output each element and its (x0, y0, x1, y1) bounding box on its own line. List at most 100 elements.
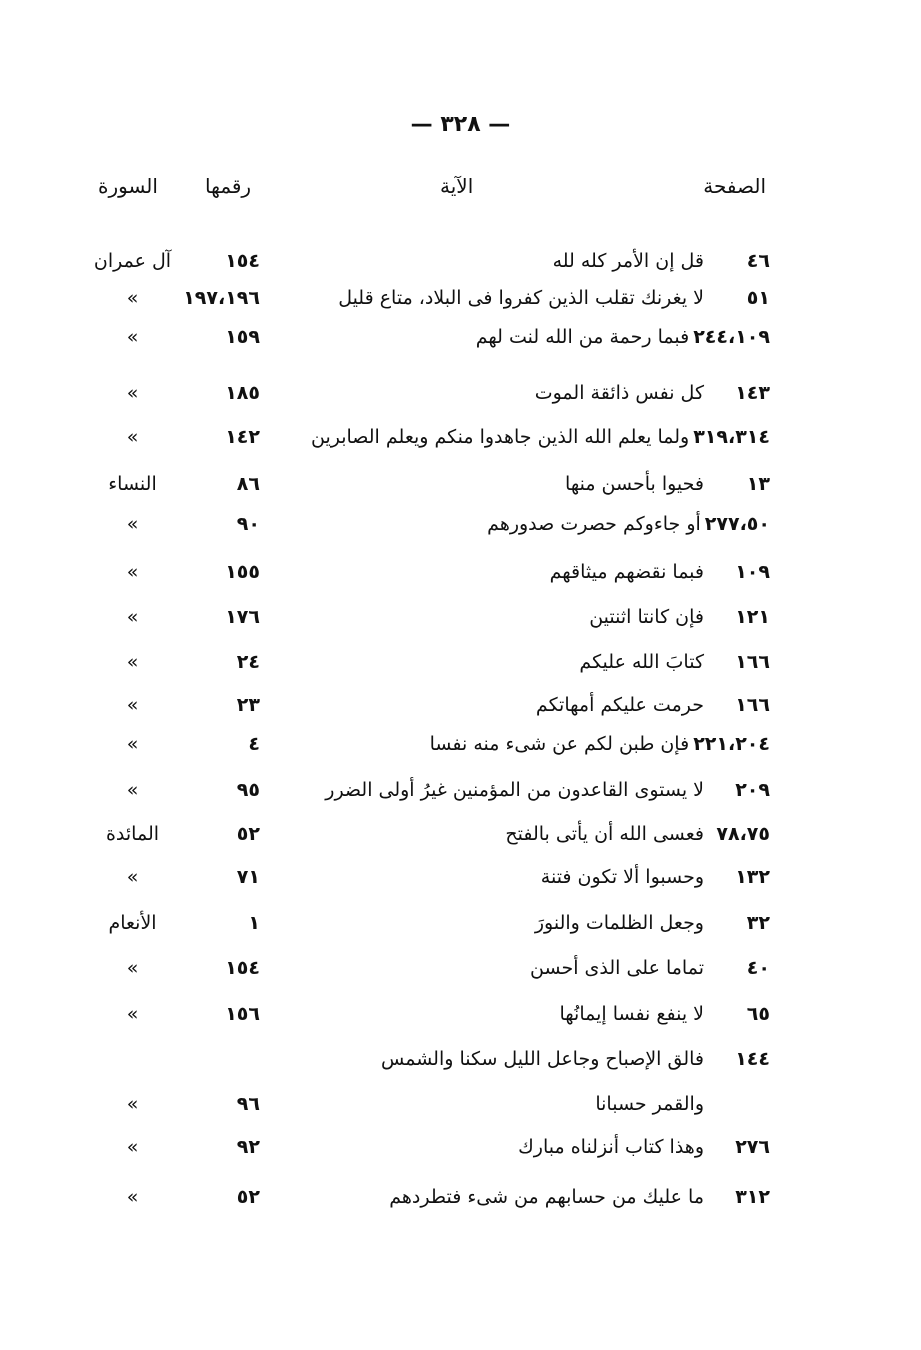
header-number: رقمها (205, 174, 252, 198)
surah-cell: » (126, 1136, 139, 1158)
header-verse: الآية (440, 174, 474, 198)
verse-cell: تماما على الذى أحسن (530, 957, 704, 979)
verse-cell: أو جاءوكم حصرت صدورهم (487, 513, 701, 535)
verse-number-cell: ٩٥ (236, 779, 260, 801)
page-cell: ٢٧٦ (735, 1136, 770, 1158)
surah-cell: » (126, 1186, 139, 1208)
verse-number-cell: ٤ (248, 733, 260, 755)
verse-cell: والقمر حسبانا (595, 1093, 704, 1115)
verse-cell: لا يستوى القاعدون من المؤمنين غيرُ أولى … (325, 779, 704, 801)
surah-cell: النساء (108, 473, 157, 495)
verse-cell: فالق الإصباح وجاعل الليل سكنا والشمس (381, 1048, 704, 1070)
verse-number-cell: ٨٦ (236, 473, 260, 495)
page-cell: ١٣ (746, 473, 770, 495)
surah-cell: » (126, 426, 139, 448)
verse-cell: فعسى الله أن يأتى بالفتح (505, 823, 704, 845)
page-cell: ٥١ (746, 287, 770, 309)
page-cell: ٢٤٤،١٠٩ (693, 326, 770, 348)
page-cell: ٣٢ (746, 912, 770, 934)
table-row: ٢٧٧،٥٠ أو جاءوكم حصرت صدورهم ٩٠ » (0, 513, 921, 549)
verse-number-cell: ١٥٤ (225, 250, 260, 272)
verse-number-cell: ٥٢ (236, 823, 260, 845)
page-cell: ٢٧٧،٥٠ (704, 513, 770, 535)
page-cell: ١٤٤ (735, 1048, 770, 1070)
verse-cell: فحيوا بأحسن منها (565, 473, 704, 495)
page-cell: ١٦٦ (735, 651, 770, 673)
verse-cell: ولما يعلم الله الذين جاهدوا منكم ويعلم ا… (310, 426, 690, 448)
verse-cell: وحسبوا ألا تكون فتنة (540, 866, 704, 888)
verse-cell: حرمت عليكم أمهاتكم (535, 694, 704, 716)
table-row: ٧٨،٧٥ فعسى الله أن يأتى بالفتح ٥٢ المائدة (0, 823, 921, 859)
verse-number-cell: ١٥٥ (225, 561, 260, 583)
verse-number-cell: ٩٠ (236, 513, 260, 535)
surah-cell: » (126, 326, 139, 348)
verse-number-cell: ١ (248, 912, 260, 934)
verse-cell: لا ينفع نفسا إيمانُها (559, 1003, 704, 1025)
page-cell: ١٠٩ (735, 561, 770, 583)
page-cell: ٣١٢ (735, 1186, 770, 1208)
verse-cell: فبما نقضهم ميثاقهم (549, 561, 704, 583)
verse-number-cell: ١٥٤ (225, 957, 260, 979)
surah-cell: » (126, 382, 139, 404)
surah-cell: » (126, 957, 139, 979)
page-cell: ١٣٢ (735, 866, 770, 888)
table-row: ٢٢١،٢٠٤ فإن طبن لكم عن شىء منه نفسا ٤ » (0, 733, 921, 769)
verse-number-cell: ١٧٦ (225, 606, 260, 628)
table-row: ٢٧٦ وهذا كتاب أنزلناه مبارك ٩٢ » (0, 1136, 921, 1172)
verse-cell: فإن كانتا اثنتين (589, 606, 704, 628)
table-row: ٢٤٤،١٠٩ فبما رحمة من الله لنت لهم ١٥٩ » (0, 326, 921, 362)
table-row: ٥١ لا يغرنك تقلب الذين كفروا فى البلاد، م… (0, 287, 921, 323)
table-row: ٣١٢ ما عليك من حسابهم من شىء فتطردهم ٥٢ » (0, 1186, 921, 1222)
table-row: ٣٢ وجعل الظلمات والنورَ ١ الأنعام (0, 912, 921, 948)
table-row: ٣١٩،٣١٤ ولما يعلم الله الذين جاهدوا منكم … (0, 426, 921, 462)
table-row: والقمر حسبانا ٩٦ » (0, 1093, 921, 1129)
verse-cell: ما عليك من حسابهم من شىء فتطردهم (389, 1186, 704, 1208)
table-row: ١٦٦ حرمت عليكم أمهاتكم ٢٣ » (0, 694, 921, 730)
page-cell: ٤٠ (746, 957, 770, 979)
verse-number-cell: ١٤٢ (225, 426, 260, 448)
verse-cell: كل نفس ذائقة الموت (534, 382, 704, 404)
verse-number-cell: ٢٤ (236, 651, 260, 673)
table-row: ٤٠ تماما على الذى أحسن ١٥٤ » (0, 957, 921, 993)
table-row: ١٢١ فإن كانتا اثنتين ١٧٦ » (0, 606, 921, 642)
page-cell: ٤٦ (746, 250, 770, 272)
page-cell: ٣١٩،٣١٤ (693, 426, 770, 448)
page-cell: ١٢١ (735, 606, 770, 628)
page-cell: ٦٥ (746, 1003, 770, 1025)
surah-cell: » (126, 606, 139, 628)
header-page: الصفحة (703, 174, 766, 198)
header-surah: السورة (98, 174, 158, 198)
table-row: ١٣٢ وحسبوا ألا تكون فتنة ٧١ » (0, 866, 921, 902)
surah-cell: آل عمران (93, 250, 172, 272)
table-row: ٦٥ لا ينفع نفسا إيمانُها ١٥٦ » (0, 1003, 921, 1039)
surah-cell: الأنعام (108, 912, 157, 934)
verse-number-cell: ٧١ (236, 866, 260, 888)
verse-cell: فإن طبن لكم عن شىء منه نفسا (429, 733, 690, 755)
table-row: ١٦٦ كتابَ الله عليكم ٢٤ » (0, 651, 921, 687)
table-row: ١٣ فحيوا بأحسن منها ٨٦ النساء (0, 473, 921, 509)
surah-cell: » (126, 733, 139, 755)
verse-number-cell: ٥٢ (236, 1186, 260, 1208)
surah-cell: » (126, 513, 139, 535)
surah-cell: » (126, 651, 139, 673)
verse-number-cell: ١٨٥ (225, 382, 260, 404)
surah-cell: » (126, 866, 139, 888)
table-row: ١٠٩ فبما نقضهم ميثاقهم ١٥٥ » (0, 561, 921, 597)
verse-cell: قل إن الأمر كله لله (552, 250, 704, 272)
table-row: ١٤٤ فالق الإصباح وجاعل الليل سكنا والشمس (0, 1048, 921, 1084)
surah-cell: » (126, 779, 139, 801)
surah-cell: » (126, 287, 139, 309)
verse-number-cell: ٩٦ (236, 1093, 260, 1115)
verse-cell: فبما رحمة من الله لنت لهم (475, 326, 690, 348)
verse-cell: كتابَ الله عليكم (579, 651, 704, 673)
table-row: ٤٦ قل إن الأمر كله لله ١٥٤ آل عمران (0, 250, 921, 286)
table-row: ٢٠٩ لا يستوى القاعدون من المؤمنين غيرُ أو… (0, 779, 921, 815)
verse-number-cell: ٩٢ (236, 1136, 260, 1158)
verse-number-cell: ٢٣ (236, 694, 260, 716)
verse-number-cell: ١٥٩ (225, 326, 260, 348)
verse-number-cell: ١٩٧،١٩٦ (183, 287, 260, 309)
surah-cell: المائدة (105, 823, 160, 845)
surah-cell: » (126, 1003, 139, 1025)
page-number: — ٣٢٨ — (410, 112, 511, 137)
verse-cell: وهذا كتاب أنزلناه مبارك (518, 1136, 704, 1158)
